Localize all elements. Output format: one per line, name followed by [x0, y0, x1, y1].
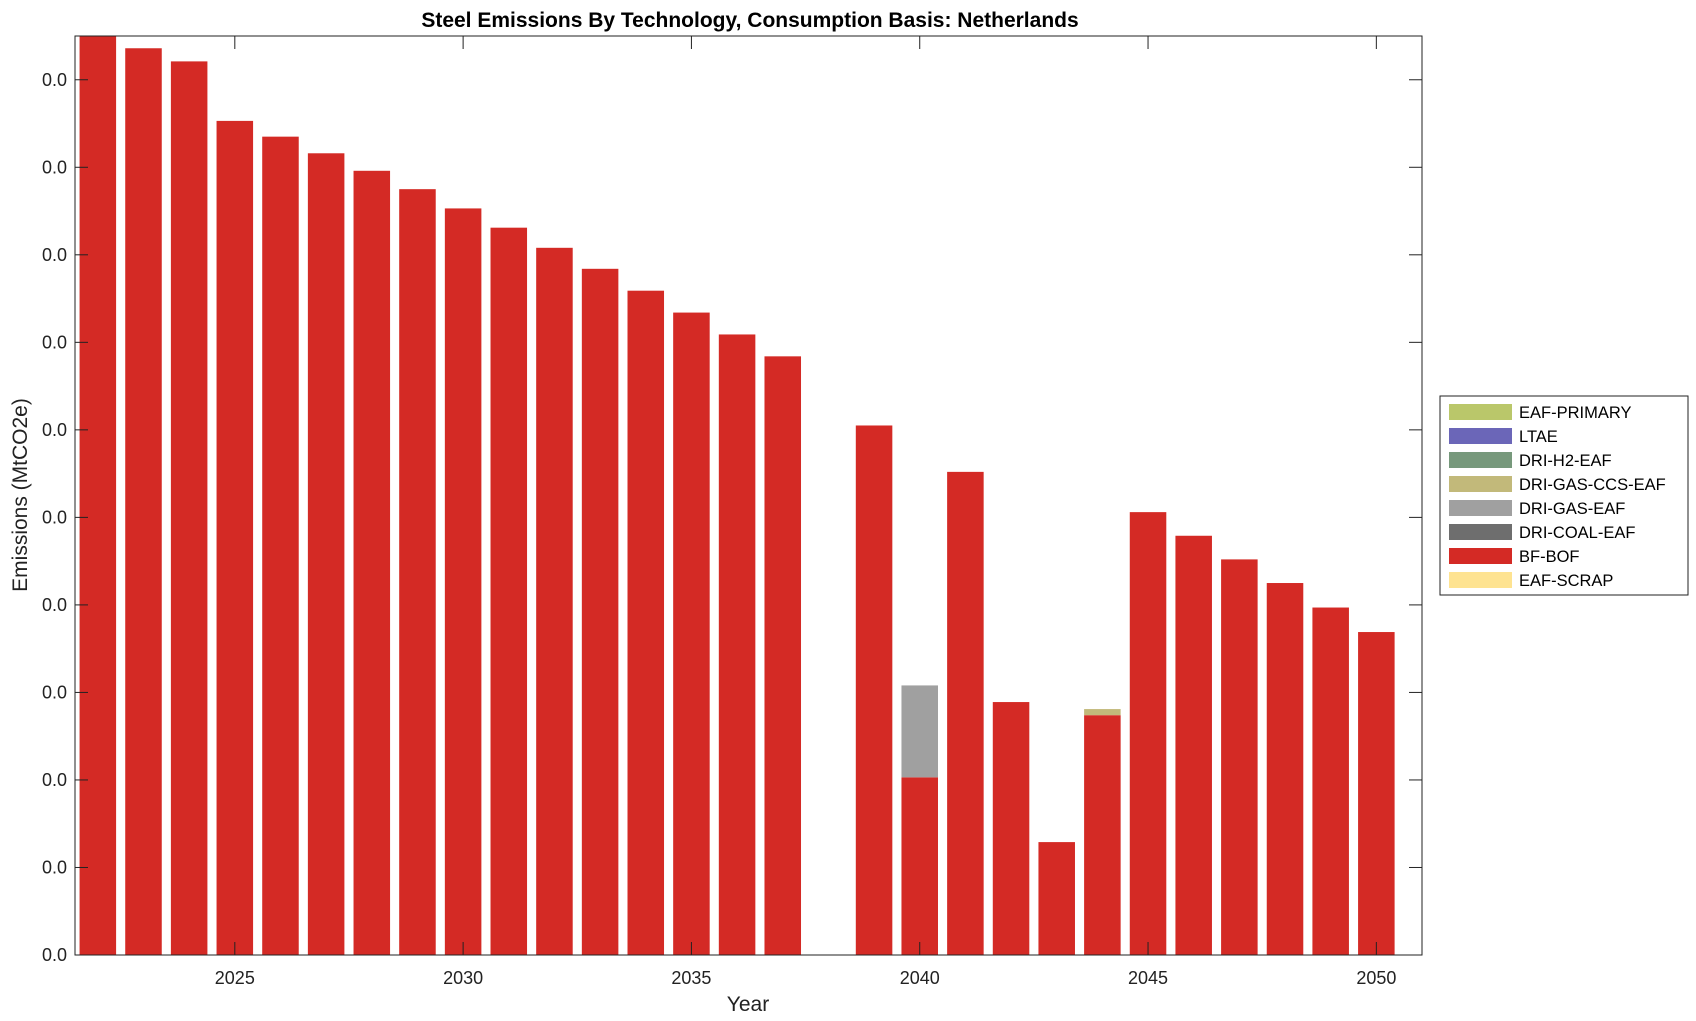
- bar-bf-bof-2036: [718, 334, 756, 955]
- x-tick-label: 2030: [443, 968, 483, 988]
- legend-label-bf-bof: BF-BOF: [1519, 548, 1580, 566]
- y-axis-label: Emissions (MtCO2e): [9, 398, 32, 592]
- x-axis-label: Year: [727, 993, 769, 1016]
- legend-label-dri-h2-eaf: DRI-H2-EAF: [1519, 452, 1612, 470]
- bar-bf-bof-2023: [125, 48, 162, 955]
- bar-bf-bof-2046: [1175, 535, 1212, 955]
- bar-bf-bof-2030: [444, 208, 482, 955]
- y-tick-label: 0.0: [42, 682, 67, 702]
- legend-swatch-bf-bof: [1449, 548, 1512, 564]
- legend-swatch-dri-gas-ccs-eaf: [1449, 476, 1512, 492]
- legend: EAF-PRIMARY LTAE DRI-H2-EAF DRI-GAS-CCS-EAF…: [1439, 395, 1689, 596]
- bar-bf-bof-2043: [1038, 842, 1075, 955]
- y-tick-label: 0.0: [42, 595, 67, 615]
- axes-box: [74, 35, 1423, 956]
- bar-bf-bof-2047: [1221, 559, 1258, 955]
- y-tick-label: 0.0: [42, 70, 67, 90]
- x-tick-label: 2025: [215, 968, 255, 988]
- bar-dri-gas-ccs-eaf-2044: [1084, 709, 1121, 716]
- y-tick-label: 0.0: [42, 332, 67, 352]
- y-tick-label: 0.0: [42, 245, 67, 265]
- legend-label-ltae: LTAE: [1519, 428, 1558, 446]
- chart-title: Steel Emissions By Technology, Consumpti…: [421, 9, 1078, 32]
- bar-dri-gas-eaf-2040: [901, 685, 938, 778]
- axes-layer: 0.0 0.0 0.0 0.0 0.0 0.0 0.0 0.0 0.0 0.0 0.0 2025 203…: [42, 35, 1423, 988]
- bar-bf-bof-2048: [1266, 583, 1304, 955]
- bar-bf-bof-2045: [1129, 512, 1167, 955]
- bar-bf-bof-2029: [399, 189, 436, 955]
- bar-bf-bof-2040: [901, 777, 938, 955]
- bar-bf-bof-2037: [764, 356, 802, 955]
- legend-label-dri-coal-eaf: DRI-COAL-EAF: [1519, 524, 1635, 542]
- bar-bf-bof-2026: [262, 136, 299, 955]
- bar-bf-bof-2024: [170, 61, 208, 955]
- x-tick-label: 2035: [671, 968, 711, 988]
- bar-bf-bof-2028: [353, 170, 391, 955]
- bars-layer: [79, 36, 1395, 955]
- legend-items: EAF-PRIMARY LTAE DRI-H2-EAF DRI-GAS-CCS-EAF…: [1449, 404, 1666, 590]
- bar-bf-bof-2050: [1358, 632, 1395, 955]
- legend-label-dri-gas-eaf: DRI-GAS-EAF: [1519, 500, 1625, 518]
- bar-bf-bof-2032: [536, 247, 573, 955]
- bar-bf-bof-2049: [1312, 607, 1349, 955]
- y-tick-label: 0.0: [42, 420, 67, 440]
- legend-label-dri-gas-ccs-eaf: DRI-GAS-CCS-EAF: [1519, 476, 1666, 494]
- legend-label-eaf-primary: EAF-PRIMARY: [1519, 404, 1631, 422]
- x-tick-label: 2045: [1128, 968, 1168, 988]
- legend-swatch-dri-gas-eaf: [1449, 500, 1512, 516]
- legend-swatch-dri-h2-eaf: [1449, 452, 1512, 468]
- y-tick-label: 0.0: [42, 507, 67, 527]
- legend-swatch-dri-coal-eaf: [1449, 524, 1512, 540]
- legend-swatch-ltae: [1449, 428, 1512, 444]
- bar-bf-bof-2035: [673, 312, 710, 955]
- x-tick-label: 2050: [1356, 968, 1396, 988]
- bar-bf-bof-2034: [627, 290, 665, 955]
- y-tick-label: 0.0: [42, 857, 67, 877]
- bar-bf-bof-2031: [490, 227, 528, 955]
- bar-bf-bof-2033: [581, 268, 619, 955]
- legend-label-eaf-scrap: EAF-SCRAP: [1519, 572, 1613, 590]
- legend-swatch-eaf-primary: [1449, 404, 1512, 420]
- y-tick-label: 0.0: [42, 770, 67, 790]
- bar-bf-bof-2039: [855, 425, 893, 955]
- y-tick-label: 0.0: [42, 157, 67, 177]
- x-tick-label: 2040: [900, 968, 940, 988]
- bar-bf-bof-2022: [79, 36, 117, 955]
- bar-bf-bof-2044: [1084, 715, 1121, 955]
- bar-bf-bof-2041: [947, 471, 984, 955]
- legend-swatch-eaf-scrap: [1449, 572, 1512, 588]
- bar-bf-bof-2025: [216, 120, 254, 955]
- bar-bf-bof-2027: [307, 153, 345, 955]
- bar-bf-bof-2042: [992, 702, 1030, 955]
- y-tick-label: 0.0: [42, 945, 67, 965]
